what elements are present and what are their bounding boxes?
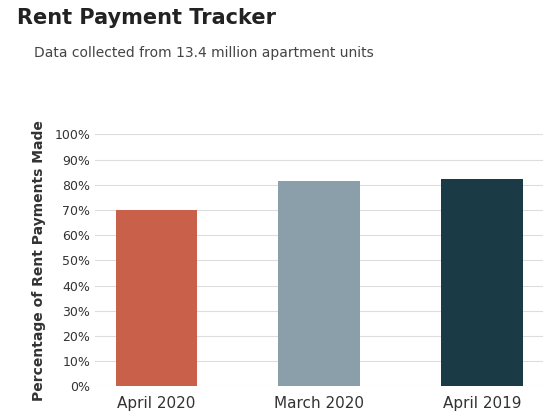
Y-axis label: Percentage of Rent Payments Made: Percentage of Rent Payments Made xyxy=(32,120,46,401)
Text: Rent Payment Tracker: Rent Payment Tracker xyxy=(17,8,276,29)
Bar xyxy=(115,210,197,386)
Text: Data collected from 13.4 million apartment units: Data collected from 13.4 million apartme… xyxy=(34,46,374,60)
Bar xyxy=(278,181,360,386)
Bar xyxy=(441,179,523,386)
